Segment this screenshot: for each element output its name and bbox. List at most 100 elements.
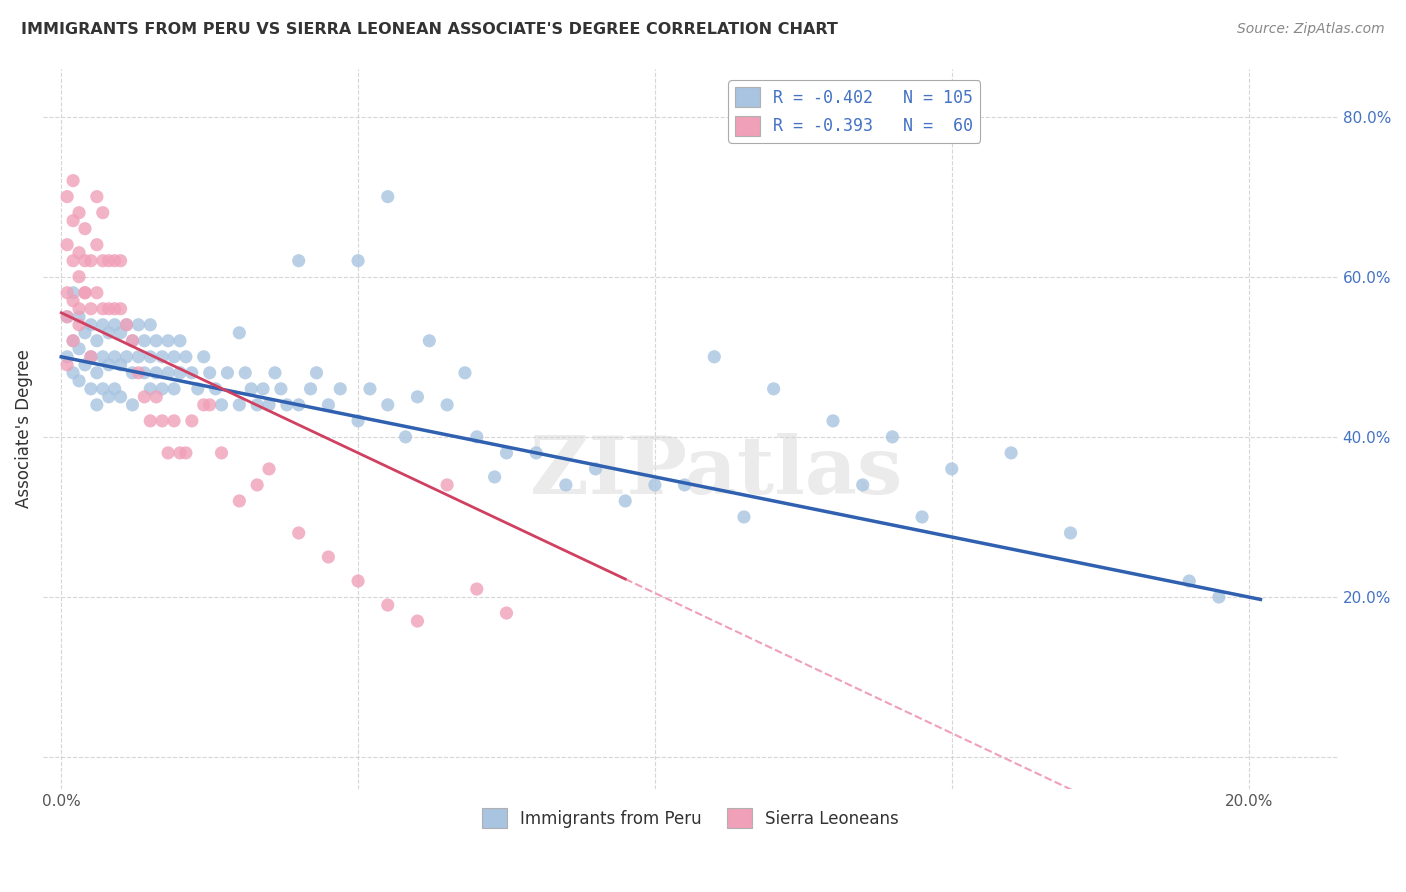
Point [211, 446, 233, 460]
Point [821, 414, 844, 428]
Point [115, 318, 138, 332]
Point [852, 478, 875, 492]
Point [911, 510, 934, 524]
Point [287, 398, 309, 412]
Point [80, 350, 103, 364]
Point [180, 366, 202, 380]
Text: ZIPatlas: ZIPatlas [530, 434, 903, 511]
Point [157, 366, 180, 380]
Point [359, 382, 381, 396]
Point [110, 253, 132, 268]
Point [733, 510, 755, 524]
Point [257, 398, 280, 412]
Legend: Immigrants from Peru, Sierra Leoneans: Immigrants from Peru, Sierra Leoneans [475, 801, 905, 835]
Point [56, 285, 79, 300]
Point [73, 326, 96, 340]
Point [86, 366, 108, 380]
Point [198, 366, 221, 380]
Point [193, 398, 215, 412]
Point [139, 350, 162, 364]
Point [418, 334, 440, 348]
Point [228, 494, 250, 508]
Text: Source: ZipAtlas.com: Source: ZipAtlas.com [1237, 22, 1385, 37]
Point [524, 446, 547, 460]
Point [299, 382, 322, 396]
Point [86, 334, 108, 348]
Point [484, 470, 506, 484]
Point [127, 366, 149, 380]
Point [80, 382, 103, 396]
Point [73, 285, 96, 300]
Point [139, 382, 162, 396]
Point [86, 285, 108, 300]
Point [246, 398, 269, 412]
Point [97, 301, 120, 316]
Point [145, 366, 167, 380]
Point [62, 334, 84, 348]
Point [62, 253, 84, 268]
Point [406, 390, 429, 404]
Point [287, 526, 309, 541]
Point [703, 350, 725, 364]
Point [644, 478, 666, 492]
Point [673, 478, 696, 492]
Point [228, 398, 250, 412]
Point [270, 382, 292, 396]
Y-axis label: Associate's Degree: Associate's Degree [15, 350, 32, 508]
Point [110, 326, 132, 340]
Point [62, 334, 84, 348]
Point [347, 414, 370, 428]
Point [73, 221, 96, 235]
Point [318, 549, 340, 564]
Point [134, 366, 156, 380]
Point [67, 374, 90, 388]
Point [80, 301, 103, 316]
Point [139, 318, 162, 332]
Point [347, 253, 370, 268]
Point [110, 301, 132, 316]
Point [252, 382, 274, 396]
Point [246, 478, 269, 492]
Point [150, 350, 173, 364]
Point [134, 390, 156, 404]
Point [377, 598, 399, 612]
Point [67, 245, 90, 260]
Point [882, 430, 904, 444]
Point [139, 414, 162, 428]
Point [150, 382, 173, 396]
Point [121, 366, 143, 380]
Point [67, 205, 90, 219]
Point [73, 285, 96, 300]
Text: IMMIGRANTS FROM PERU VS SIERRA LEONEAN ASSOCIATE'S DEGREE CORRELATION CHART: IMMIGRANTS FROM PERU VS SIERRA LEONEAN A… [21, 22, 838, 37]
Point [67, 318, 90, 332]
Point [157, 446, 180, 460]
Point [228, 326, 250, 340]
Point [1178, 574, 1201, 588]
Point [91, 318, 114, 332]
Point [67, 342, 90, 356]
Point [585, 462, 607, 476]
Point [56, 350, 79, 364]
Point [104, 318, 127, 332]
Point [347, 574, 370, 588]
Point [86, 398, 108, 412]
Point [56, 237, 79, 252]
Point [169, 446, 191, 460]
Point [198, 398, 221, 412]
Point [91, 253, 114, 268]
Point [91, 382, 114, 396]
Point [110, 358, 132, 372]
Point [62, 293, 84, 308]
Point [62, 366, 84, 380]
Point [174, 350, 197, 364]
Point [495, 446, 517, 460]
Point [97, 253, 120, 268]
Point [62, 173, 84, 187]
Point [1059, 526, 1081, 541]
Point [56, 189, 79, 203]
Point [104, 301, 127, 316]
Point [377, 398, 399, 412]
Point [86, 237, 108, 252]
Point [134, 334, 156, 348]
Point [56, 310, 79, 324]
